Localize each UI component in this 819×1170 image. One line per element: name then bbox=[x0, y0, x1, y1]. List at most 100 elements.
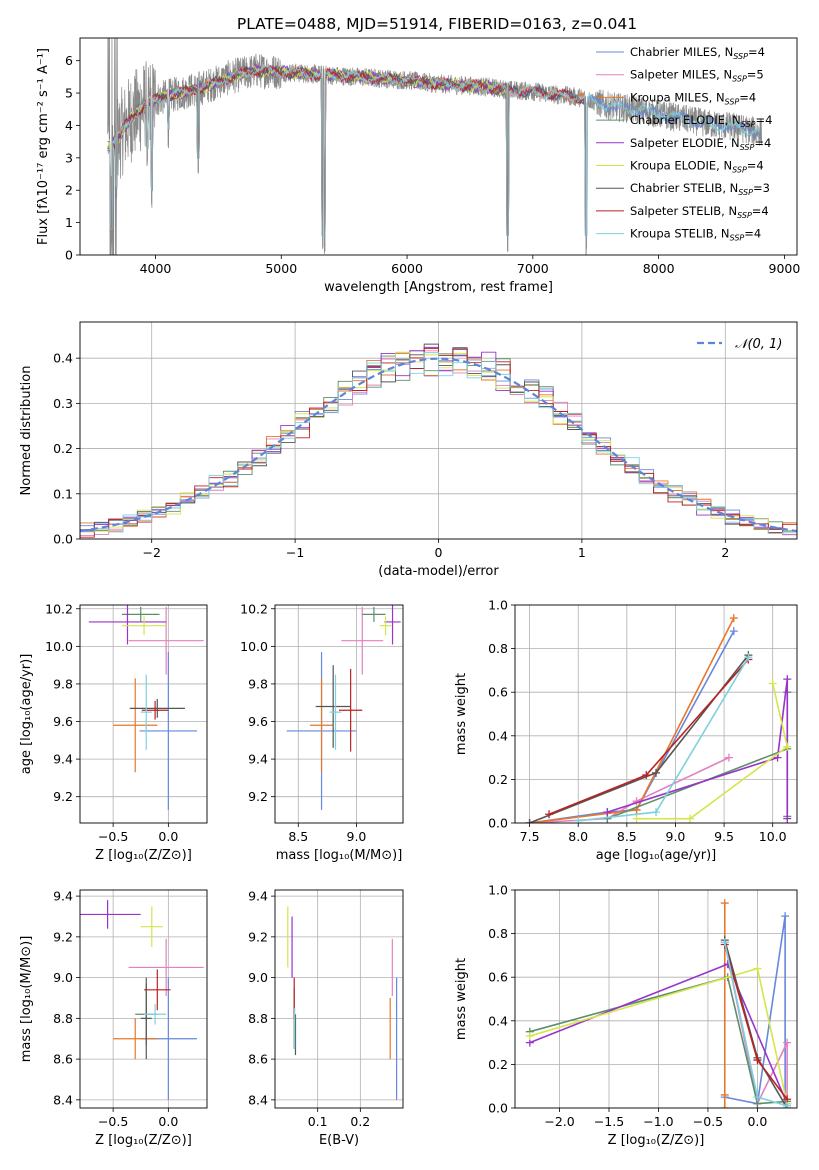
x-tick-label: 0.0 bbox=[158, 829, 178, 844]
errorbar-cs bbox=[129, 698, 185, 718]
series-marker-cm bbox=[729, 627, 738, 636]
x-tick-label: 2 bbox=[721, 545, 729, 560]
y-tick-label: 2 bbox=[65, 183, 73, 198]
series-marker-ke bbox=[783, 742, 792, 751]
x-axis-label: Z [log₁₀(Z/Z⊙)] bbox=[608, 1133, 705, 1148]
y-tick-label: 8.8 bbox=[248, 1011, 268, 1026]
series-line-ke bbox=[636, 683, 789, 820]
model-spectrum-ke bbox=[107, 65, 508, 237]
histogram-ks bbox=[80, 352, 797, 538]
series-marker-km bbox=[720, 899, 729, 908]
errorbar-ss bbox=[144, 969, 171, 1011]
x-tick-label: 5000 bbox=[265, 261, 297, 276]
axes-mass-vs-Z: −0.5 0.0 8.4 8.6 8.8 9.0 9.2 9.4 Z [log₁₀(Z/Z⊙)]… bbox=[19, 889, 208, 1148]
y-axis-label: Flux [fλ10⁻¹⁷ erg cm⁻² s⁻¹ A⁻¹] bbox=[36, 48, 51, 245]
y-tick-label: 9.4 bbox=[248, 889, 268, 904]
axes-frame bbox=[274, 889, 404, 1109]
series-line-sm bbox=[529, 756, 730, 823]
y-axis-label: mass weight bbox=[454, 958, 469, 1040]
errorbar-ss bbox=[339, 668, 363, 752]
y-axis-label: mass weight bbox=[454, 673, 469, 755]
series-marker-sm bbox=[724, 753, 733, 762]
series-line-ce bbox=[529, 976, 788, 1105]
errorbar-ce bbox=[362, 606, 386, 622]
plot-area-mass-weight-vs-Z bbox=[525, 899, 792, 1108]
x-tick-label: −1.5 bbox=[594, 1114, 624, 1129]
observed-spectrum bbox=[107, 38, 763, 255]
plot-area-spectrum bbox=[107, 38, 763, 255]
axes-mass-weight-vs-Z: −2.0 −1.5 −1.0 −0.5 0.0 0.0 0.2 0.4 0.6 0.8 1.0 Z [… bbox=[454, 883, 798, 1148]
series-marker-sm bbox=[783, 1038, 792, 1047]
axes-residual-hist: −2 −1 0 1 2 0.0 0.1 0.2 0.3 0.4 (data-model)/error… bbox=[19, 321, 798, 579]
legend-label-cs: Chabrier STELIB, NSSP=3 bbox=[630, 181, 770, 197]
errorbar-se bbox=[80, 900, 141, 929]
y-tick-label: 4 bbox=[65, 118, 73, 133]
y-axis-label: mass [log₁₀(M/M⊙)] bbox=[19, 936, 34, 1063]
series-marker-se bbox=[783, 675, 792, 684]
axes-spectrum: 4000 5000 6000 7000 8000 9000 0 1 2 3 4 5 6 wavelengt… bbox=[36, 37, 801, 295]
errorbar-se bbox=[384, 605, 401, 645]
series-marker-cs bbox=[652, 768, 660, 777]
errorbar-ke bbox=[121, 616, 167, 636]
y-tick-label: 9.8 bbox=[53, 676, 73, 691]
x-tick-label: 0.0 bbox=[158, 1114, 178, 1129]
x-axis-label: age [log₁₀(age/yr)] bbox=[596, 848, 717, 863]
series-marker-ke bbox=[753, 964, 762, 973]
errorbar-cm bbox=[139, 651, 198, 810]
errorbar-km bbox=[113, 678, 158, 773]
x-tick-label: −1 bbox=[286, 545, 304, 560]
x-tick-label: 9000 bbox=[769, 261, 801, 276]
y-tick-label: 9.4 bbox=[53, 752, 73, 767]
plot-area-mass-vs-ebv bbox=[287, 906, 398, 1100]
x-tick-label: 8000 bbox=[643, 261, 675, 276]
y-tick-label: 9.8 bbox=[248, 676, 268, 691]
legend-label-sm: Salpeter MILES, NSSP=5 bbox=[630, 68, 764, 84]
y-tick-label: 8.6 bbox=[248, 1052, 268, 1067]
y-tick-label: 9.6 bbox=[248, 714, 268, 729]
y-tick-label: 5 bbox=[65, 86, 73, 101]
legend-label-ks: Kroupa STELIB, NSSP=4 bbox=[630, 227, 761, 243]
series-marker-ks bbox=[652, 808, 660, 817]
x-tick-label: 4000 bbox=[140, 261, 172, 276]
y-tick-label: 10.2 bbox=[45, 601, 73, 616]
y-tick-label: 10.2 bbox=[240, 601, 268, 616]
x-axis-label: Z [log₁₀(Z/Z⊙)] bbox=[95, 1133, 192, 1148]
x-tick-label: 6000 bbox=[391, 261, 423, 276]
axes-mass-weight-vs-age: 7.5 8.0 8.5 9.0 9.5 10.0 0.0 0.2 0.4 0.6 0.8 1.0 age… bbox=[454, 598, 798, 863]
y-tick-label: 8.6 bbox=[53, 1052, 73, 1067]
x-axis-label: mass [log₁₀(M/M⊙)] bbox=[276, 848, 403, 863]
errorbar-ks bbox=[140, 674, 152, 750]
errorbar-sm bbox=[128, 938, 204, 996]
series-marker-ke bbox=[768, 679, 777, 688]
errorbar-ke bbox=[140, 906, 163, 948]
x-tick-label: 7000 bbox=[517, 261, 549, 276]
series-marker-ke bbox=[525, 1032, 534, 1041]
y-tick-label: 1.0 bbox=[488, 598, 508, 613]
plot-area-mass-weight-vs-age bbox=[525, 614, 792, 823]
y-tick-label: 0.6 bbox=[488, 970, 508, 985]
x-axis-label: Z [log₁₀(Z/Z⊙)] bbox=[95, 848, 192, 863]
x-tick-label: 1 bbox=[578, 545, 586, 560]
x-tick-label: −2.0 bbox=[544, 1114, 574, 1129]
model-spectrum-ks bbox=[107, 64, 760, 237]
y-axis-label: Normed distribution bbox=[19, 366, 34, 496]
axes-frame bbox=[79, 37, 798, 256]
series-line-se bbox=[607, 679, 789, 819]
series-marker-ke bbox=[686, 814, 695, 823]
series-line-cm bbox=[529, 630, 735, 823]
x-tick-label: −0.5 bbox=[693, 1114, 723, 1129]
legend-label-se: Salpeter ELODIE, NSSP=4 bbox=[630, 136, 771, 152]
errorbar-ke bbox=[379, 616, 392, 636]
series-line-ss bbox=[548, 658, 749, 816]
y-tick-label: 9.4 bbox=[53, 889, 73, 904]
y-tick-label: 9.4 bbox=[248, 752, 268, 767]
x-tick-label: −1.0 bbox=[643, 1114, 673, 1129]
y-tick-label: 0.6 bbox=[488, 685, 508, 700]
x-tick-label: 7.5 bbox=[520, 829, 540, 844]
figure-title: PLATE=0488, MJD=51914, FIBERID=0163, z=0… bbox=[237, 15, 637, 33]
y-tick-label: 9.2 bbox=[53, 929, 73, 944]
errorbar-cs bbox=[315, 665, 351, 748]
x-tick-label: 10.0 bbox=[759, 829, 787, 844]
errorbar-ks bbox=[329, 674, 342, 750]
